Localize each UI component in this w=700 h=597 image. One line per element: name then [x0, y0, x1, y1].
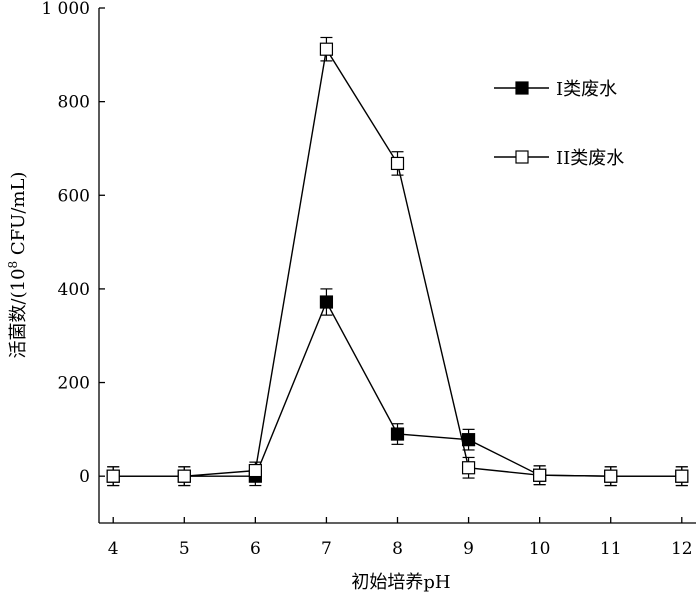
legend-label-1: I类废水: [556, 79, 617, 100]
data-point: [319, 295, 334, 309]
y-tick-label: 400: [58, 280, 90, 300]
series-1: [106, 288, 689, 487]
series-line: [113, 47, 682, 477]
x-tick-label: 9: [463, 539, 474, 559]
legend: I类废水 II类废水: [494, 79, 624, 169]
x-tick-label: 10: [529, 539, 551, 559]
data-point: [675, 469, 689, 483]
y-tick-label: 1 000: [41, 0, 90, 19]
series-2: [106, 36, 689, 487]
x-tick-label: 11: [600, 539, 622, 559]
data-point: [390, 156, 405, 171]
legend-item-1: I类废水: [494, 79, 617, 100]
data-point: [461, 461, 476, 475]
data-point: [461, 433, 476, 447]
data-point: [533, 468, 547, 482]
x-tick-label: 12: [671, 539, 693, 559]
data-point: [390, 427, 405, 441]
y-ticks: 0 200 400 600 800 1 000: [41, 0, 105, 487]
y-axis-title-tail: CFU/mL): [8, 172, 29, 261]
y-tick-label: 800: [58, 93, 90, 113]
y-axis-title: 活菌数/(108 CFU/mL): [6, 172, 29, 359]
data-point: [248, 463, 262, 478]
legend-item-2: II类废水: [494, 148, 624, 169]
y-tick-label: 200: [58, 374, 90, 394]
series-layer: [106, 36, 689, 487]
data-point: [106, 469, 120, 483]
y-tick-label: 0: [79, 467, 90, 487]
x-tick-label: 4: [108, 539, 119, 559]
data-point: [319, 42, 334, 56]
data-point: [604, 469, 618, 483]
legend-marker-1: [515, 81, 529, 95]
y-axis-title-sup: 8: [6, 261, 20, 269]
series-line: [113, 300, 682, 477]
legend-label-2: II类废水: [556, 148, 624, 169]
x-tick-label: 7: [321, 539, 332, 559]
x-ticks: 4 5 6 7 8 9 10 11 12: [108, 517, 693, 559]
x-tick-label: 5: [179, 539, 190, 559]
legend-marker-2: [515, 150, 529, 164]
x-tick-label: 8: [392, 539, 403, 559]
x-tick-label: 6: [250, 539, 261, 559]
y-axis-title-main: 活菌数/(10: [8, 268, 29, 358]
y-tick-label: 600: [58, 186, 90, 206]
data-point: [177, 469, 191, 483]
x-axis-title: 初始培养pH: [351, 572, 450, 593]
